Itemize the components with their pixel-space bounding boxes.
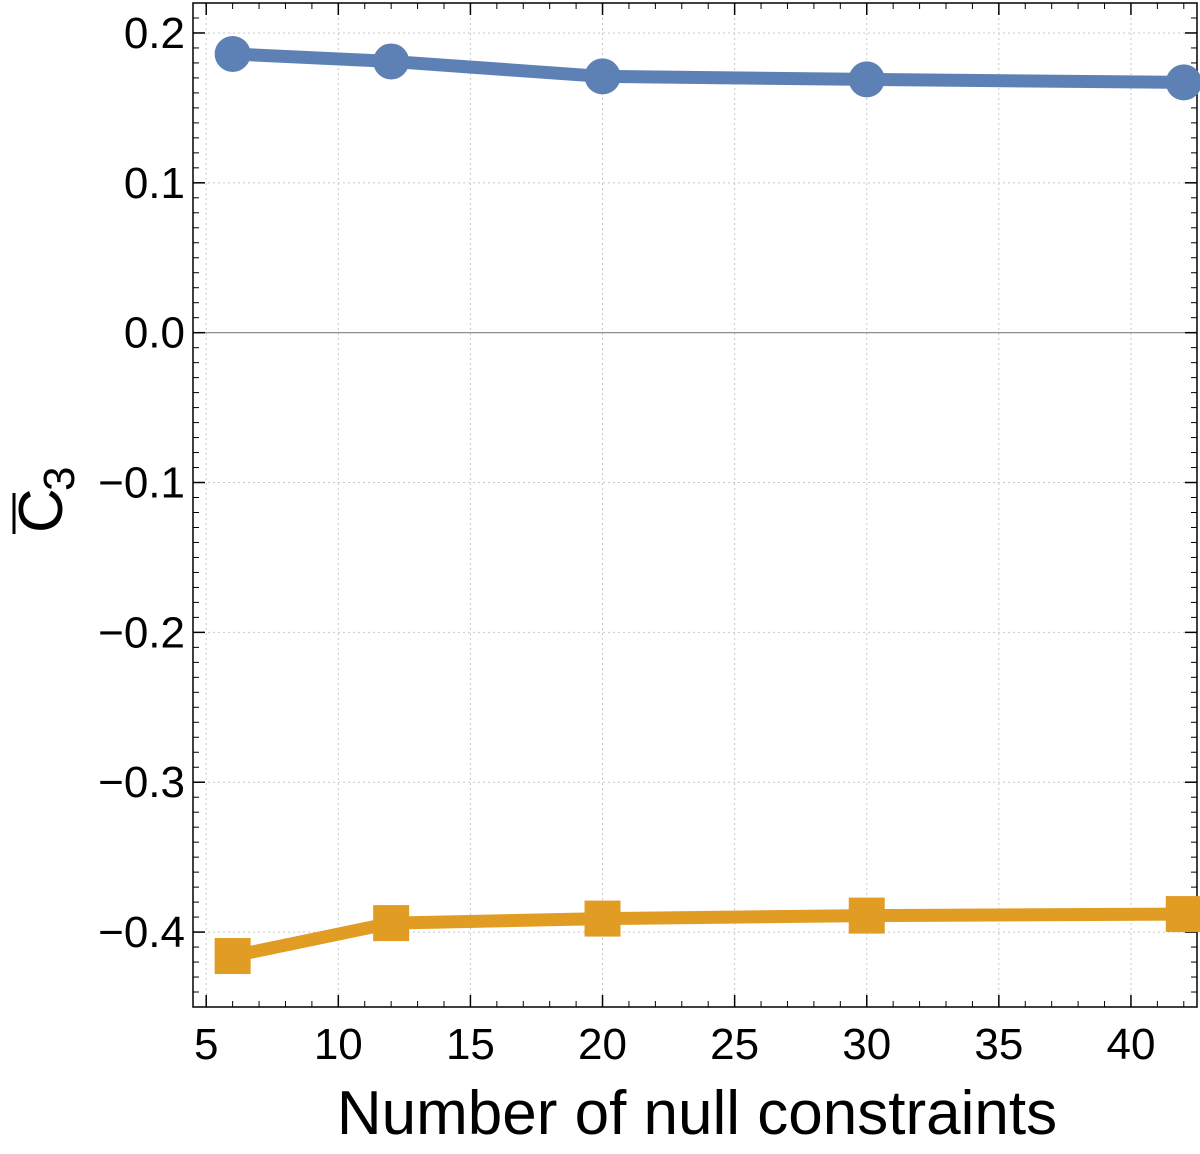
y-tick-label: −0.4 bbox=[98, 908, 185, 957]
grid bbox=[193, 3, 1197, 1007]
y-tick-label: 0.1 bbox=[124, 159, 185, 208]
x-axis-ticks: 5 10 15 20 25 30 35 40 bbox=[194, 3, 1185, 1069]
series-2-point bbox=[848, 897, 885, 934]
series-1-point bbox=[373, 43, 410, 80]
y-tick-label: −0.1 bbox=[98, 459, 185, 508]
y-tick-label: 0.0 bbox=[124, 309, 185, 358]
y-axis-title-main: C bbox=[7, 488, 76, 533]
y-tick-label: 0.2 bbox=[124, 9, 185, 58]
x-tick-label: 10 bbox=[314, 1020, 363, 1069]
y-tick-label: −0.3 bbox=[98, 758, 185, 807]
y-tick-label: −0.2 bbox=[98, 608, 185, 657]
y-axis-ticks: 0.2 0.1 0.0 −0.1 −0.2 −0.3 −0.4 bbox=[98, 2, 1197, 1008]
series-1-point bbox=[848, 61, 885, 98]
series-2-point bbox=[584, 900, 621, 937]
x-axis-title: Number of null constraints bbox=[337, 1079, 1057, 1148]
series-layer bbox=[214, 35, 1200, 975]
series-1-point bbox=[1165, 64, 1200, 101]
plot-frame bbox=[192, 2, 1198, 1008]
y-axis-title: C 3 bbox=[7, 467, 84, 534]
series-2-point bbox=[373, 905, 410, 942]
y-axis-title-subscript: 3 bbox=[35, 467, 84, 491]
x-tick-label: 5 bbox=[194, 1020, 218, 1069]
series-1-point bbox=[584, 58, 621, 95]
x-tick-label: 25 bbox=[710, 1020, 759, 1069]
x-tick-label: 20 bbox=[578, 1020, 627, 1069]
x-tick-label: 40 bbox=[1106, 1020, 1155, 1069]
x-tick-label: 15 bbox=[446, 1020, 495, 1069]
series-2-point bbox=[214, 938, 251, 975]
x-tick-label: 35 bbox=[974, 1020, 1023, 1069]
series-2-point bbox=[1165, 896, 1200, 933]
series-1-point bbox=[214, 35, 251, 72]
x-tick-label: 30 bbox=[842, 1020, 891, 1069]
